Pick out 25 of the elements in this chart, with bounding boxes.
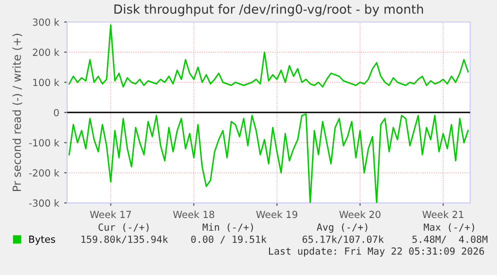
- x-tick-label: Week 17: [90, 210, 131, 218]
- text: Min (-/+): [202, 223, 253, 232]
- chart-title: Disk throughput for /dev/ring0-vg/root - by month: [114, 4, 423, 16]
- y-tick-label: -300 k: [29, 199, 60, 207]
- text: 159.80k/135.94k: [82, 235, 168, 244]
- x-tick-label: Week 19: [256, 210, 298, 218]
- y-tick-label: 100 k: [33, 78, 60, 86]
- text: Cur (-/+): [98, 223, 149, 232]
- y-tick-label: -100 k: [29, 138, 60, 146]
- text: 65.17k/107.07k: [302, 235, 384, 244]
- x-tick-label: Week 18: [173, 210, 214, 218]
- y-axis-title: Pr second read (-) / write (+): [12, 34, 22, 192]
- y-tick-label: 0: [54, 108, 59, 116]
- text: 0.00 / 19.51k: [191, 235, 267, 244]
- x-tick-label: Week 20: [339, 210, 380, 218]
- legend-label: Bytes: [29, 236, 56, 245]
- y-tick-label: 200 k: [32, 48, 60, 56]
- x-tick-label: Week 21: [422, 210, 464, 218]
- line-series: [68, 24, 469, 88]
- text: Avg (-/+): [316, 223, 368, 233]
- y-tick-label: -200 k: [29, 169, 60, 177]
- text: Max (-/+): [424, 223, 474, 232]
- text: Last update: Fri May 22 05:31:09 2026: [269, 247, 484, 257]
- text: 5.48M/ 4.08M: [412, 236, 488, 244]
- y-tick-label: 300 k: [32, 18, 60, 26]
